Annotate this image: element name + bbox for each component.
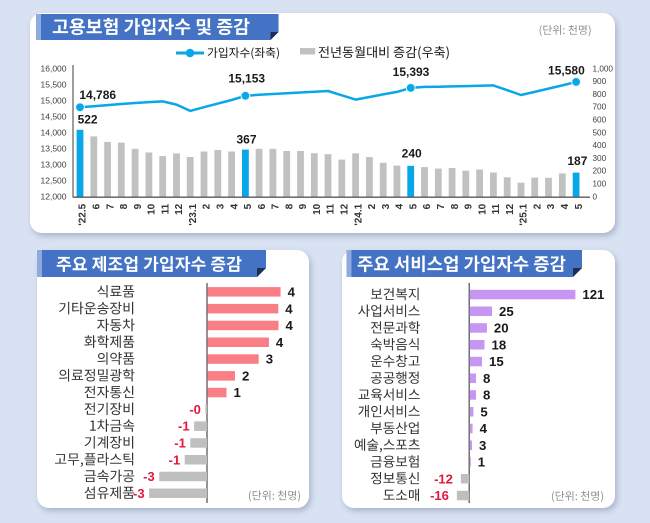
svg-text:15,393: 15,393 [393,65,430,79]
svg-text:900: 900 [593,77,607,86]
svg-text:522: 522 [78,113,98,127]
svg-text:3: 3 [381,203,392,209]
svg-text:20: 20 [494,321,509,336]
svg-text:25: 25 [499,304,514,319]
svg-text:4: 4 [288,285,296,300]
svg-text:-12: -12 [434,471,453,486]
svg-text:11: 11 [160,203,171,214]
svg-text:4: 4 [560,203,571,209]
svg-text:15,000: 15,000 [41,95,67,105]
svg-text:121: 121 [582,287,604,302]
svg-text:-16: -16 [430,488,449,503]
svg-text:8: 8 [483,371,490,386]
svg-text:5: 5 [574,203,585,209]
svg-text:12: 12 [340,203,351,215]
svg-text:10: 10 [477,203,488,215]
svg-text:'23.1: '23.1 [188,203,199,225]
svg-text:-0: -0 [189,402,201,417]
svg-text:14,500: 14,500 [41,111,67,121]
svg-text:9: 9 [298,203,309,209]
svg-text:4: 4 [285,301,293,316]
svg-text:5: 5 [243,203,254,209]
svg-text:14,786: 14,786 [79,88,116,102]
svg-text:187: 187 [567,154,587,168]
svg-text:200: 200 [593,167,607,176]
svg-text:3: 3 [266,352,273,367]
svg-text:1: 1 [234,385,241,400]
svg-text:6: 6 [257,203,268,209]
svg-text:4: 4 [276,335,284,350]
svg-text:300: 300 [593,154,607,163]
svg-text:4: 4 [286,318,294,333]
svg-text:8: 8 [284,203,295,209]
svg-text:2: 2 [532,203,543,209]
svg-text:13,000: 13,000 [41,159,67,169]
svg-text:4: 4 [229,203,240,209]
svg-text:240: 240 [402,147,422,161]
svg-text:6: 6 [422,203,433,209]
svg-text:15: 15 [489,354,504,369]
svg-text:9: 9 [133,203,144,209]
svg-text:12,500: 12,500 [41,175,67,185]
svg-text:10: 10 [147,203,158,215]
svg-text:'25.1: '25.1 [519,203,530,225]
svg-text:400: 400 [593,141,607,150]
svg-text:-1: -1 [169,452,181,467]
svg-text:11: 11 [491,203,502,214]
svg-text:14,000: 14,000 [41,127,67,137]
svg-text:12: 12 [174,203,185,215]
svg-text:500: 500 [593,128,607,137]
svg-text:4: 4 [480,421,488,436]
svg-text:'24.1: '24.1 [353,203,364,225]
svg-text:2: 2 [242,368,249,383]
svg-text:-3: -3 [133,486,145,501]
svg-text:10: 10 [312,203,323,215]
svg-text:8: 8 [483,388,490,403]
svg-text:7: 7 [436,203,447,209]
svg-text:12: 12 [505,203,516,215]
svg-text:3: 3 [216,203,227,209]
svg-text:2: 2 [367,203,378,209]
svg-text:11: 11 [326,203,337,214]
svg-text:18: 18 [492,337,507,352]
svg-text:0: 0 [593,192,598,201]
svg-text:367: 367 [236,133,256,147]
svg-text:5: 5 [408,203,419,209]
svg-text:16,000: 16,000 [41,63,67,73]
svg-text:-1: -1 [174,436,186,451]
svg-text:12,000: 12,000 [41,191,67,201]
svg-text:2: 2 [202,203,213,209]
svg-text:-1: -1 [178,419,190,434]
svg-text:8: 8 [119,203,130,209]
svg-text:15,500: 15,500 [41,79,67,89]
svg-text:700: 700 [593,103,607,112]
svg-text:15,580: 15,580 [548,64,585,78]
svg-text:100: 100 [593,180,607,189]
svg-text:3: 3 [546,203,557,209]
svg-text:'22.5: '22.5 [78,203,89,225]
svg-text:1,000: 1,000 [593,64,614,73]
svg-text:5: 5 [480,404,487,419]
svg-text:-3: -3 [143,469,155,484]
svg-text:3: 3 [479,438,486,453]
svg-text:6: 6 [92,203,103,209]
svg-text:9: 9 [464,203,475,209]
svg-text:1: 1 [478,455,485,470]
svg-text:800: 800 [593,90,607,99]
svg-text:7: 7 [271,203,282,209]
svg-text:8: 8 [450,203,461,209]
svg-text:7: 7 [105,203,116,209]
svg-text:13,500: 13,500 [41,143,67,153]
svg-text:15,153: 15,153 [228,71,265,85]
svg-text:4: 4 [395,203,406,209]
svg-text:600: 600 [593,116,607,125]
